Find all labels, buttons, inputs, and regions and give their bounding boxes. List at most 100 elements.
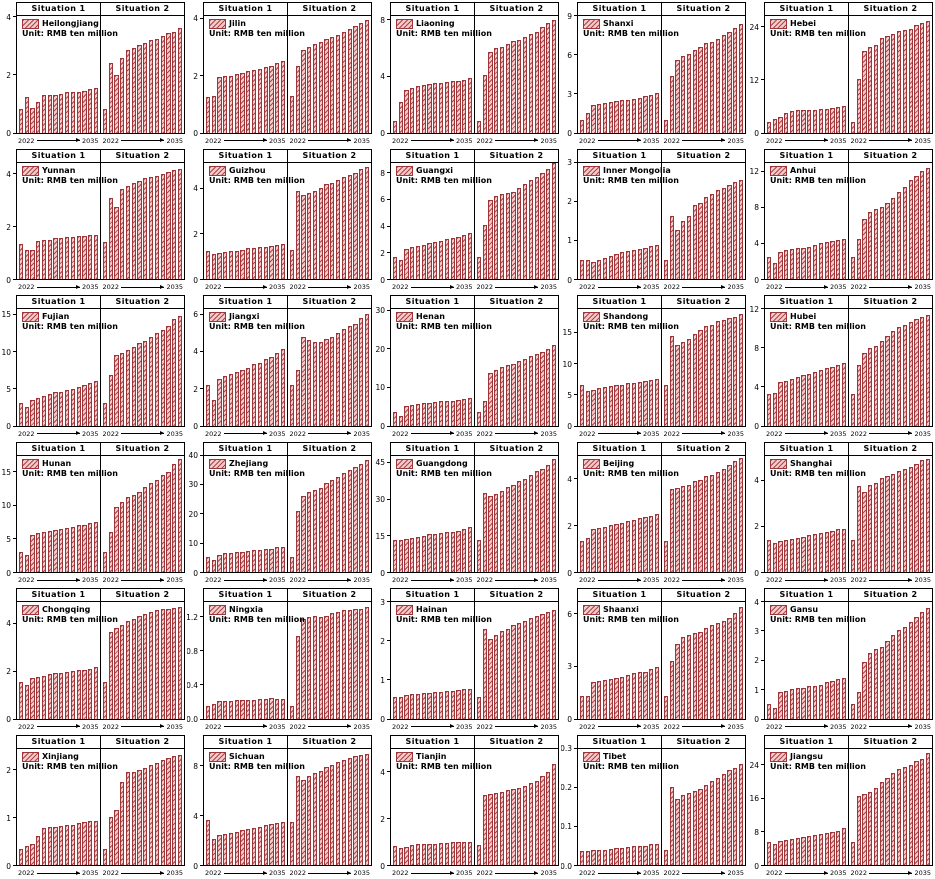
bar — [353, 25, 358, 133]
bar — [597, 104, 602, 133]
plot-frame: Situation 1 Situation 2 Chongqing Unit: RMB… — [16, 588, 185, 720]
x-axis-panel-2: 2022 2035 — [288, 428, 373, 440]
legend-province-label: Jiangsu — [790, 751, 823, 761]
bar — [252, 827, 257, 865]
bar — [456, 236, 461, 279]
y-tick-mark — [13, 769, 16, 771]
bar — [614, 524, 619, 572]
bar — [897, 471, 902, 572]
bar — [177, 315, 183, 426]
legend-unit-row: Unit: RMB ten million — [209, 762, 305, 772]
bar — [663, 259, 668, 279]
panel-title-1: Situation 1 — [204, 3, 288, 15]
bar — [649, 246, 654, 279]
bar — [643, 247, 648, 279]
bar — [499, 631, 505, 719]
y-tick-label: 8 — [380, 168, 385, 178]
bar — [897, 31, 902, 133]
bar — [205, 250, 210, 279]
x-axis-panel-1: 2022 2035 — [203, 574, 288, 586]
panel-situation-1 — [578, 748, 662, 865]
bar — [715, 189, 721, 279]
bar — [856, 486, 861, 572]
bar — [540, 27, 545, 133]
y-tick-label: 0 — [193, 275, 198, 285]
bar — [778, 381, 783, 426]
bar — [47, 95, 52, 133]
plot-frame: Situation 1 Situation 2 Liaoning Unit: RMB … — [390, 2, 559, 134]
x-axis-arrow — [597, 284, 642, 289]
legend-row: Jiangxi — [209, 312, 305, 323]
bar — [415, 536, 421, 572]
bar — [902, 324, 908, 426]
panel-situation-2 — [662, 456, 745, 572]
bar — [143, 767, 148, 865]
bar — [597, 850, 602, 865]
bar — [252, 248, 257, 279]
y-tick-label: 2 — [6, 765, 11, 775]
x-end-label: 2035 — [455, 283, 473, 291]
legend-province-label: Chongqing — [42, 605, 91, 614]
bar — [879, 781, 884, 865]
plot-frame: Situation 1 Situation 2 Gansu Unit: RMB ten… — [764, 588, 933, 720]
bar — [614, 677, 619, 719]
x-axis-arrow — [36, 870, 81, 875]
bar — [681, 636, 686, 719]
bar — [53, 95, 58, 133]
x-axis-panel-2: 2022 2035 — [849, 574, 934, 586]
bar — [223, 75, 228, 133]
bar — [546, 771, 551, 865]
bar — [143, 340, 148, 426]
x-axis-arrow — [223, 431, 268, 435]
panel-situation-1 — [391, 748, 475, 865]
bar — [467, 398, 473, 426]
panels: Sichuan Unit: RMB ten million — [204, 748, 371, 865]
x-end-label: 2035 — [642, 869, 660, 877]
bar — [211, 254, 216, 279]
x-axis-arrow — [121, 724, 165, 728]
bar — [772, 262, 777, 279]
y-tick-mark — [761, 79, 764, 81]
panel-title-2: Situation 2 — [863, 297, 918, 306]
legend-row: Shanxi — [583, 19, 679, 30]
panel-situation-2 — [101, 16, 184, 133]
x-end-label: 2035 — [914, 136, 931, 145]
bar — [427, 84, 432, 133]
legend-row: Tianjin — [396, 752, 492, 762]
bar — [137, 616, 142, 719]
panels: Guizhou Unit: RMB ten million — [204, 162, 371, 279]
bar — [154, 762, 160, 865]
x-end-label: 2035 — [727, 722, 744, 731]
x-axis-panel-2: 2022 2035 — [475, 428, 560, 440]
bar — [663, 540, 668, 572]
legend-row: Hebei — [770, 19, 866, 30]
bar — [637, 97, 642, 133]
bar — [234, 250, 239, 279]
bar — [704, 476, 709, 572]
x-start-label: 2022 — [392, 136, 409, 145]
y-tick-mark — [200, 425, 203, 427]
y-tick-label: 15 — [562, 328, 572, 337]
panel-situation-2 — [475, 163, 558, 279]
y-tick-label: 15 — [1, 467, 11, 477]
bar — [626, 520, 631, 572]
bar — [336, 34, 341, 133]
panel-title-2: Situation 2 — [302, 297, 357, 306]
panel-situation-1 — [204, 16, 288, 133]
legend-unit-label: Unit: RMB ten million — [396, 761, 492, 771]
x-end-label: 2035 — [727, 136, 744, 145]
x-axis-panel-1: 2022 2035 — [577, 574, 662, 586]
bar — [920, 171, 925, 279]
bar — [166, 326, 171, 426]
bar — [462, 529, 467, 572]
plot-frame: Situation 1 Situation 2 Henan Unit: RMB ten… — [390, 295, 559, 427]
x-axis: 2022 2035 2022 2035 — [577, 281, 746, 293]
y-tick-label: 4 — [193, 811, 198, 821]
bar — [654, 93, 660, 133]
bar — [879, 207, 884, 279]
x-axis: 2022 2035 2022 2035 — [577, 574, 746, 586]
bar — [280, 348, 286, 426]
bar — [444, 842, 450, 865]
bar — [439, 533, 444, 572]
